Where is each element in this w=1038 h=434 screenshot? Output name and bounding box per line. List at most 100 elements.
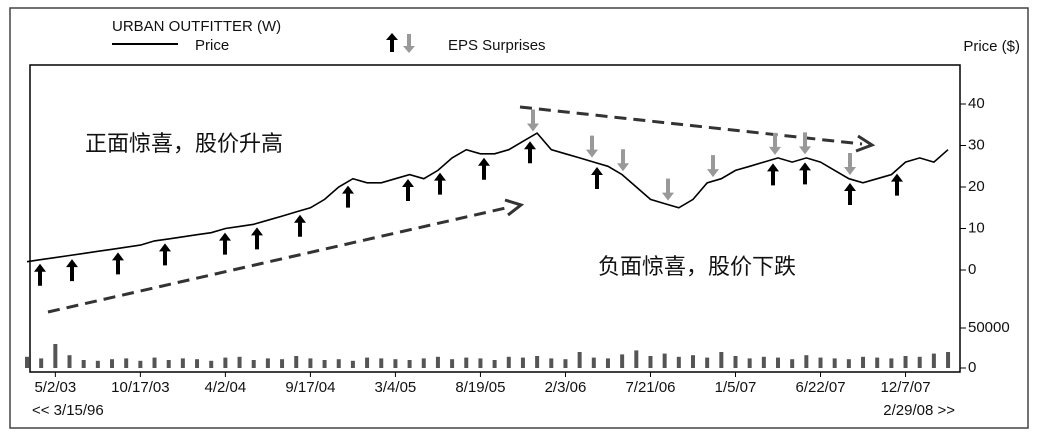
y2-tick-label: 50000 [968, 319, 1010, 336]
y-tick-label: 0 [968, 261, 976, 278]
volume-bar [25, 356, 29, 368]
eps-up-arrow [478, 157, 490, 180]
volume-bar [903, 356, 908, 368]
eps-up-arrow [402, 179, 414, 202]
y-tick-label: 20 [968, 178, 985, 195]
volume-bar [719, 352, 724, 368]
volume-bar [95, 360, 100, 368]
volume-bar [81, 360, 86, 368]
volume-bar [322, 360, 327, 368]
volume-bar [464, 357, 469, 368]
volume-bar [180, 358, 185, 368]
x-tick-label: 8/19/05 [455, 379, 505, 396]
volume-bar [407, 360, 412, 368]
x-tick-label: 2/3/06 [545, 379, 587, 396]
eps-up-arrow [891, 173, 903, 196]
volume-bar [889, 358, 894, 368]
volume-bar [605, 358, 610, 368]
annotation: 负面惊喜，股价下跌 [598, 255, 796, 280]
eps-down-arrow [844, 153, 856, 176]
eps-up-arrow [844, 183, 856, 206]
plot-frame [29, 64, 961, 373]
eps-down-arrow [527, 109, 539, 132]
legend-down-arrow [403, 34, 415, 53]
volume-bar [846, 359, 851, 368]
y-tick-label: 40 [968, 95, 985, 112]
y-axis-label: Price ($) [963, 38, 1020, 55]
volume-bar [946, 352, 951, 368]
eps-up-arrow [112, 252, 124, 275]
volume-bar [804, 355, 809, 368]
volume-bar [535, 356, 540, 368]
volume-bar [577, 352, 582, 368]
eps-up-arrow [434, 172, 446, 195]
eps-up-arrow [159, 243, 171, 266]
eps-up-arrow [342, 185, 354, 208]
volume-bar [350, 360, 355, 368]
volume-bar [861, 356, 866, 368]
arrow-head [504, 198, 525, 217]
x-tick-label: 3/4/05 [375, 379, 417, 396]
eps-down-arrow [662, 178, 674, 201]
volume-bar [705, 357, 710, 368]
legend-label: Price [195, 37, 229, 54]
volume-bar [223, 357, 228, 368]
trend-arrow [47, 205, 511, 314]
volume-bar [421, 358, 426, 368]
arrow-head [855, 134, 876, 153]
x-tick-label: 9/17/04 [285, 379, 335, 396]
volume-bar [39, 358, 44, 368]
eps-up-arrow [767, 163, 779, 186]
volume-bar [251, 360, 256, 368]
legend-label: EPS Surprises [448, 37, 546, 54]
eps-down-arrow [586, 135, 598, 158]
volume-bar [209, 360, 214, 368]
volume-bar [832, 358, 837, 368]
volume-bar [110, 359, 115, 368]
eps-down-arrow [707, 155, 719, 178]
x-tick-label: 10/17/03 [111, 379, 169, 396]
x-tick-label: 6/22/07 [795, 379, 845, 396]
eps-up-arrow [34, 263, 46, 286]
range-end: 2/29/08 >> [883, 402, 955, 419]
volume-bar [492, 360, 497, 368]
volume-bar [506, 356, 511, 368]
volume-bar [67, 355, 72, 368]
volume-bar [776, 357, 781, 368]
y2-tick-label: 0 [968, 359, 976, 376]
eps-up-arrow [524, 141, 536, 164]
volume-bar [790, 359, 795, 368]
volume-bar [634, 350, 639, 368]
x-tick-label: 5/2/03 [34, 379, 76, 396]
volume-bar [336, 359, 341, 368]
volume-bar [520, 357, 525, 368]
eps-up-arrow [591, 167, 603, 190]
eps-down-arrow [769, 132, 781, 155]
volume-bar [818, 357, 823, 368]
volume-bar [294, 356, 299, 368]
legend-up-arrow [386, 33, 398, 52]
volume-bar [265, 358, 270, 368]
eps-up-arrow [219, 232, 231, 255]
volume-bar [662, 353, 667, 368]
volume-bar [124, 358, 129, 368]
volume-bar [379, 358, 384, 368]
volume-bar [152, 357, 157, 368]
volume-bar [549, 358, 554, 368]
volume-bar [563, 359, 568, 368]
volume-bar [620, 354, 625, 368]
volume-bar [931, 353, 936, 368]
x-tick-label: 4/2/04 [205, 379, 247, 396]
volume-bar [138, 360, 143, 368]
volume-bar [478, 358, 483, 368]
volume-bar [648, 356, 653, 368]
annotation: 正面惊喜，股价升高 [85, 132, 283, 157]
eps-up-arrow [251, 227, 263, 250]
volume-bar [53, 344, 58, 368]
eps-up-arrow [66, 259, 78, 282]
chart-title: URBAN OUTFITTER (W) [112, 18, 281, 35]
volume-bar [761, 356, 766, 368]
eps-up-arrow [294, 214, 306, 237]
volume-bar [747, 358, 752, 368]
